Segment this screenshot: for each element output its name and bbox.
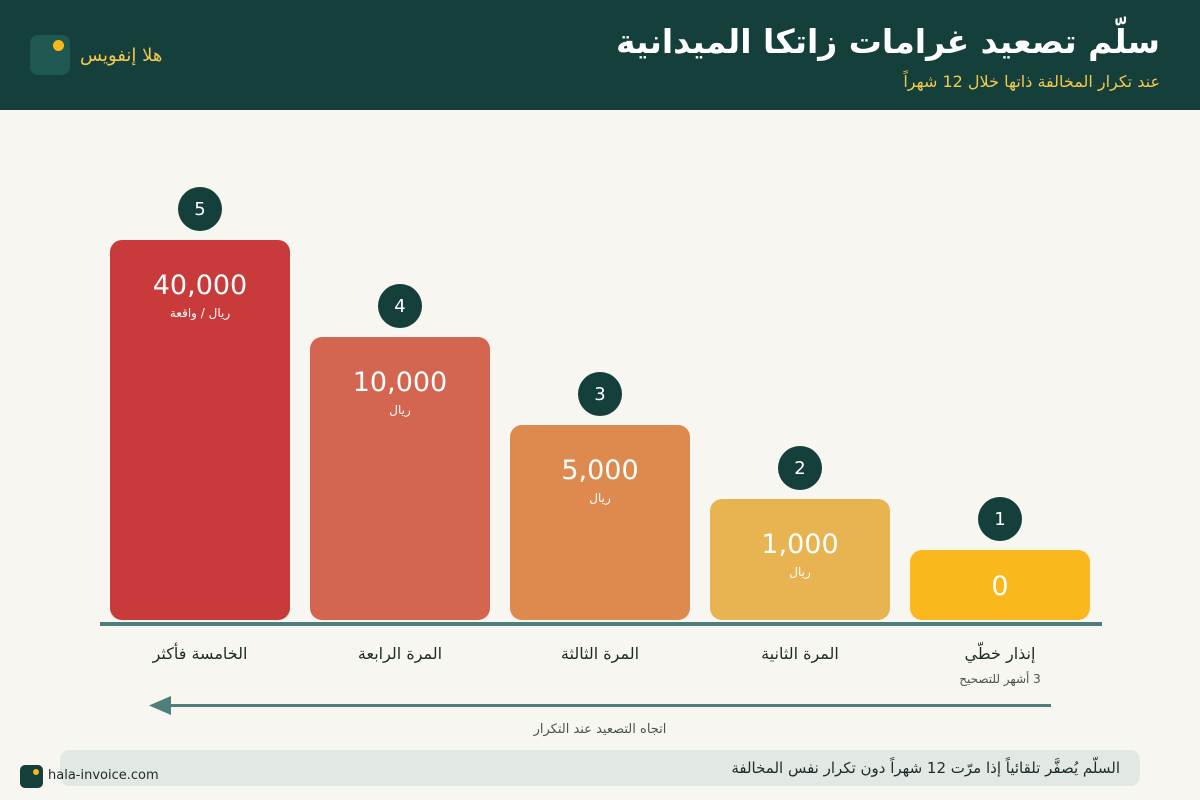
brand-name: هلا إنفويس [80,45,163,66]
category-label: المرة الثانية [761,644,839,664]
bar-unit-label: ريال / واقعة [170,306,230,321]
step-number: 3 [594,384,605,405]
bar-step-4 [310,337,490,620]
reset-note-text: السلّم يُصفَّر تلقائياً إذا مرّت 12 شهرا… [731,759,1120,777]
page-subtitle: عند تكرار المخالفة ذاتها خلال 12 شهراً [903,72,1160,91]
bar-step-3 [510,425,690,620]
bar-value-label: 0 [991,571,1008,602]
step-number: 4 [394,296,405,317]
footer-url: hala-invoice.com [48,768,159,783]
bar-unit-label: ريال [389,403,411,418]
step-number: 5 [194,199,205,220]
step-badge [178,187,222,231]
bar-step-2 [710,499,890,620]
bar-unit-label: ريال [589,491,611,506]
escalation-direction-label: اتجاه التصعيد عند التكرار [533,722,667,737]
page-title: سلّم تصعيد غرامات زاتكا الميدانية [615,22,1160,61]
step-number: 1 [994,509,1005,530]
step-number: 2 [794,458,805,479]
step-badge [778,446,822,490]
header-banner: هلا إنفويس سلّم تصعيد غرامات زاتكا الميد… [0,0,1200,110]
category-note: 3 أشهر للتصحيح [959,671,1041,687]
bar-step-5 [110,240,290,620]
x-axis-baseline [100,622,1102,626]
reset-note: السلّم يُصفَّر تلقائياً إذا مرّت 12 شهرا… [60,750,1140,786]
category-label: إنذار خطّي [965,640,1036,664]
step-badge [378,284,422,328]
bar-step-1 [910,550,1090,620]
category-label: المرة الرابعة [358,644,442,664]
escalation-arrow-shaft [166,704,1051,707]
step-badge [578,372,622,416]
category-label: الخامسة فأكثر [152,642,248,664]
bar-value-label: 5,000 [561,455,638,486]
step-badge [978,497,1022,541]
brand-logo-icon [30,35,70,75]
bar-unit-label: ريال [789,565,811,580]
bar-value-label: 1,000 [761,529,838,560]
category-label: المرة الثالثة [561,644,639,664]
arrow-left-icon [149,696,171,715]
bar-value-label: 10,000 [353,367,447,398]
bar-value-label: 40,000 [153,270,247,301]
footer-logo-icon [20,765,43,788]
